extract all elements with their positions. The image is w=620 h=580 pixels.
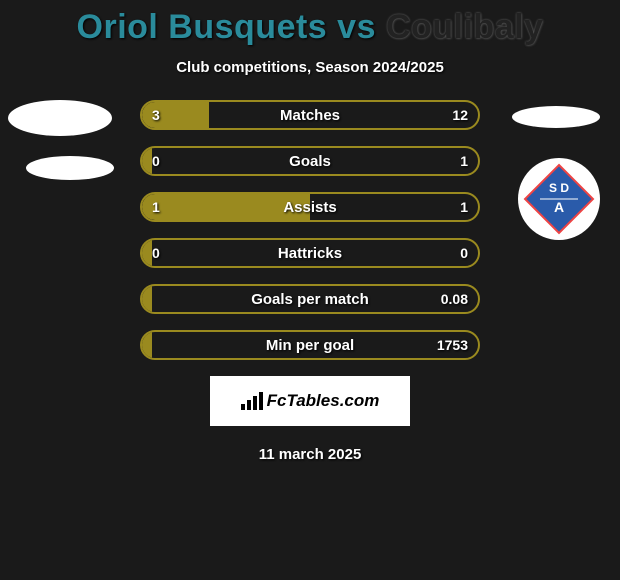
shield-diamond-icon: S D A <box>522 162 596 236</box>
stat-bar: 0 0Hattricks <box>140 238 480 268</box>
vs-text: vs <box>337 8 376 46</box>
svg-text:A: A <box>554 199 564 215</box>
club-badge: S D A <box>518 158 600 240</box>
bar-fill-left <box>142 332 152 358</box>
player2-name: Coulibaly <box>386 8 544 46</box>
stat-label: Hattricks <box>142 240 478 266</box>
bar-fill-left <box>142 102 209 128</box>
stat-value-right: 1 <box>460 194 468 220</box>
avatar-ellipse <box>8 100 112 136</box>
stat-value-right: 1 <box>460 148 468 174</box>
logo-text: FcTables.com <box>267 391 380 411</box>
avatar-ellipse <box>26 156 114 180</box>
fctables-logo[interactable]: FcTables.com <box>210 376 410 426</box>
stat-value-left: 0 <box>152 240 160 266</box>
bar-fill-left <box>142 194 310 220</box>
stat-label: Goals per match <box>142 286 478 312</box>
stat-label: Min per goal <box>142 332 478 358</box>
bar-fill-left <box>142 148 152 174</box>
svg-text:S D: S D <box>549 181 569 195</box>
bar-fill-left <box>142 240 152 266</box>
stat-value-right: 12 <box>452 102 468 128</box>
stat-bars: 312Matches01Goals11Assists00Hattricks0.0… <box>140 100 480 360</box>
stat-bar: 0.08Goals per match <box>140 284 480 314</box>
chart-area: S D A 312Matches01Goals11Assists00Hattri… <box>0 100 620 360</box>
stat-bar: 1753Min per goal <box>140 330 480 360</box>
stat-bar: 312Matches <box>140 100 480 130</box>
subtitle: Club competitions, Season 2024/2025 <box>0 59 620 76</box>
stat-bar: 0 1Goals <box>140 146 480 176</box>
stat-bar: 11Assists <box>140 192 480 222</box>
date-label: 11 march 2025 <box>0 446 620 463</box>
right-avatar-col: S D A <box>502 100 612 360</box>
avatar-ellipse <box>512 106 600 128</box>
stat-label: Goals <box>142 148 478 174</box>
signal-bars-icon <box>241 392 263 410</box>
player1-name: Oriol Busquets <box>77 8 328 46</box>
comparison-title: Oriol Busquets vs Coulibaly <box>0 0 620 47</box>
stat-value-left: 0 <box>152 148 160 174</box>
left-avatar-col <box>8 100 118 360</box>
stat-value-right: 1753 <box>437 332 468 358</box>
bar-fill-left <box>142 286 152 312</box>
stat-value-right: 0 <box>460 240 468 266</box>
stat-value-right: 0.08 <box>441 286 468 312</box>
